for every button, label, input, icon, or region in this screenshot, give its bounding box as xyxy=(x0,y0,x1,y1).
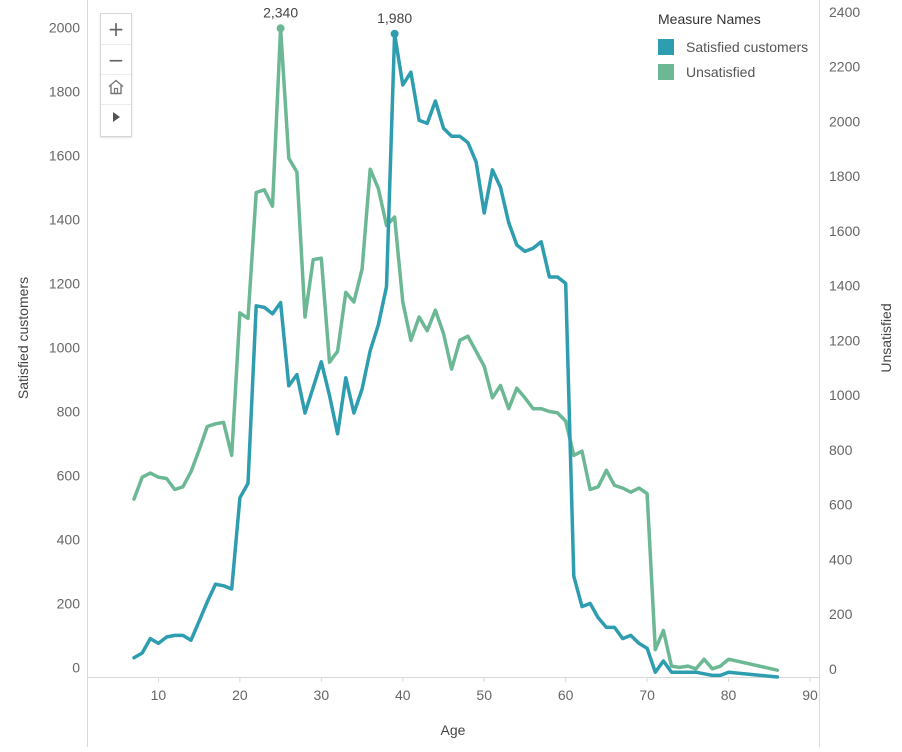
y-tick-label: 1600 xyxy=(49,147,80,163)
y2-tick-label: 1400 xyxy=(829,278,860,294)
y-tick-label: 400 xyxy=(57,531,81,547)
y2-tick-label: 1800 xyxy=(829,168,860,184)
x-tick-label: 50 xyxy=(476,687,492,703)
y-tick-label: 0 xyxy=(72,659,80,675)
x-tick-label: 40 xyxy=(395,687,411,703)
series-layer xyxy=(132,26,780,679)
y2-tick-label: 2200 xyxy=(829,59,860,75)
zoom-toolbar: + − xyxy=(100,13,132,137)
y2-tick-label: 1600 xyxy=(829,223,860,239)
legend-item-satisfied[interactable]: Satisfied customers xyxy=(658,34,808,59)
x-tick-label: 70 xyxy=(639,687,655,703)
y2-tick-label: 400 xyxy=(829,551,853,567)
y2-tick-label: 600 xyxy=(829,497,853,513)
y-tick-label: 200 xyxy=(57,595,81,611)
minus-icon: − xyxy=(107,47,125,72)
y-tick-label: 600 xyxy=(57,467,81,483)
y2-tick-label: 2400 xyxy=(829,4,860,20)
zoom-out-button[interactable]: − xyxy=(101,44,131,74)
y-tick-label: 800 xyxy=(57,403,81,419)
y2-ticks: 0 200 400 600 800 1000 1200 1400 1600 1800 2000 220… xyxy=(829,4,860,677)
legend-label-unsatisfied: Unsatisfied xyxy=(686,63,756,80)
y2-axis-title: Unsatisfied xyxy=(878,303,894,372)
y-tick-label: 1000 xyxy=(49,339,80,355)
legend-title: Measure Names xyxy=(658,11,761,27)
x-tick-label: 10 xyxy=(151,687,167,703)
pan-button[interactable] xyxy=(101,104,131,134)
home-button[interactable] xyxy=(101,74,131,104)
y-tick-label: 1400 xyxy=(49,211,80,227)
legend-item-unsatisfied[interactable]: Unsatisfied xyxy=(658,59,808,84)
series-line-unsatisfied xyxy=(132,26,780,672)
x-tick-label: 60 xyxy=(558,687,574,703)
y2-tick-label: 2000 xyxy=(829,113,860,129)
x-ticks: 10 20 30 40 50 60 70 80 90 xyxy=(151,677,818,703)
y-axis-title: Satisfied customers xyxy=(15,277,31,399)
x-tick-label: 30 xyxy=(314,687,330,703)
legend-swatch-unsatisfied xyxy=(658,63,674,80)
legend-swatch-satisfied xyxy=(658,38,674,55)
annotation-point xyxy=(390,29,399,38)
annotation-label: 2,340 xyxy=(263,4,298,20)
x-tick-label: 80 xyxy=(721,687,737,703)
y2-tick-label: 0 xyxy=(829,661,837,677)
x-tick-label: 90 xyxy=(802,687,818,703)
y-tick-label: 2000 xyxy=(49,19,80,35)
axes-layer: 10 20 30 40 50 60 70 80 90 0 200 400 600 800 1000 1200… xyxy=(15,0,894,747)
y-tick-label: 1800 xyxy=(49,83,80,99)
annotation-point xyxy=(276,24,285,33)
annotation-layer: 2,340 1,980 xyxy=(263,4,412,38)
y2-tick-label: 800 xyxy=(829,442,853,458)
legend-label-satisfied: Satisfied customers xyxy=(686,38,809,55)
home-icon xyxy=(107,78,125,101)
zoom-in-button[interactable]: + xyxy=(101,14,131,44)
y2-tick-label: 1200 xyxy=(829,332,860,348)
x-tick-label: 20 xyxy=(232,687,248,703)
plus-icon: + xyxy=(107,17,125,41)
y2-tick-label: 1000 xyxy=(829,387,860,403)
legend: Measure Names Satisfied customers Unsati… xyxy=(658,9,808,84)
annotation-label: 1,980 xyxy=(377,10,412,26)
y-ticks: 0 200 400 600 800 1000 1200 1400 1600 1800 2000 xyxy=(49,19,80,675)
series-line-satisfied-customers xyxy=(132,32,780,679)
y2-tick-label: 200 xyxy=(829,606,853,622)
play-icon xyxy=(109,110,123,129)
x-axis-title: Age xyxy=(441,722,466,738)
y-tick-label: 1200 xyxy=(49,275,80,291)
